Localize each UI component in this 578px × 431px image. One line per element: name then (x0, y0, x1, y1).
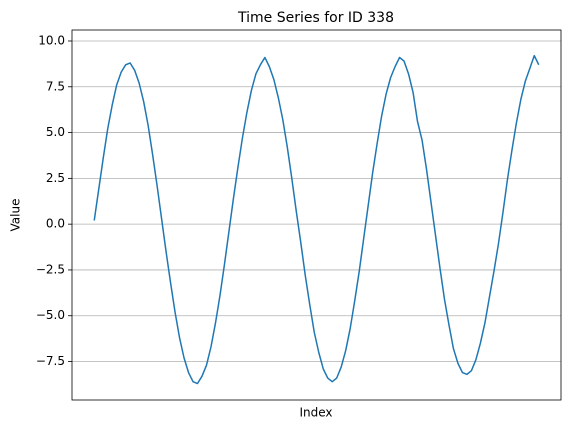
y-tick-label: 0.0 (46, 217, 65, 231)
y-tick-label: 10.0 (38, 33, 65, 47)
y-tick-label: −5.0 (36, 308, 65, 322)
y-tick-label: −2.5 (36, 262, 65, 276)
plot-frame (71, 29, 562, 401)
y-tick-label: 7.5 (46, 79, 65, 93)
line-series (93, 54, 540, 385)
chart-title: Time Series for ID 338 (237, 10, 394, 26)
y-tick-label: 2.5 (46, 171, 65, 185)
y-tick-label: −7.5 (36, 354, 65, 368)
y-axis-label: Value (9, 199, 23, 232)
x-axis-label: Index (299, 406, 332, 420)
y-tick-label: 5.0 (46, 125, 65, 139)
